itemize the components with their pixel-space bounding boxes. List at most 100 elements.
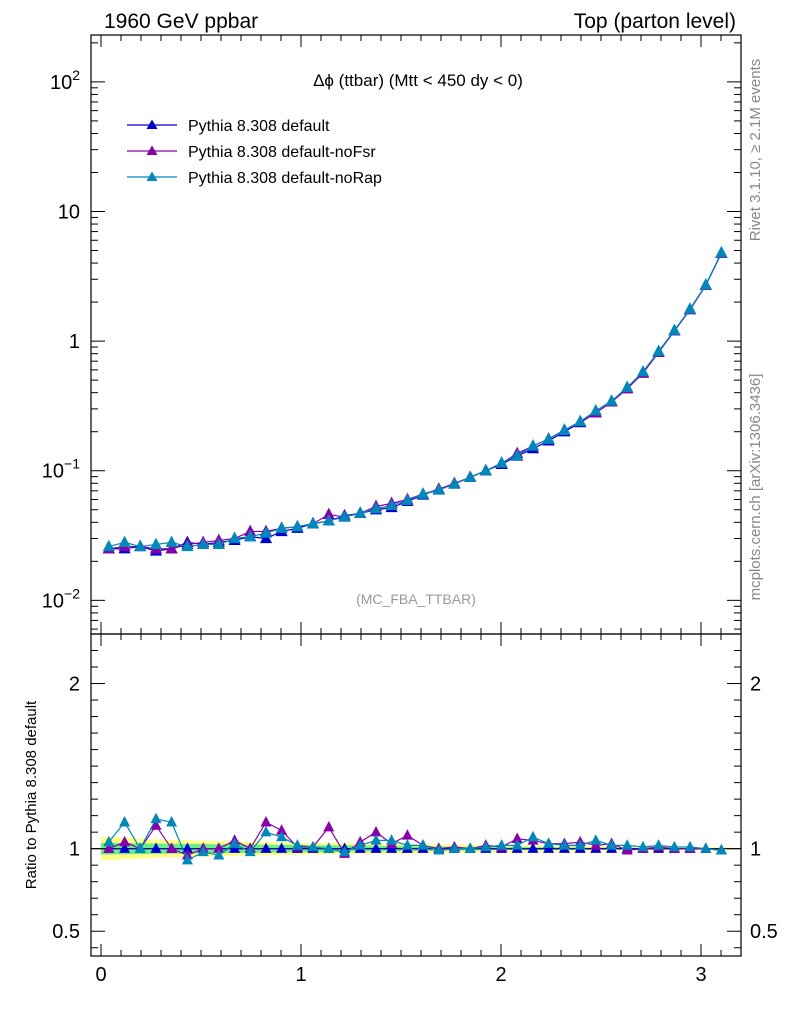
data-point xyxy=(495,456,508,468)
rivet-label: Rivet 3.1.10, ≥ 2.1M events xyxy=(747,59,764,242)
ratio-tick-label-left: 0.5 xyxy=(52,921,80,943)
ratio-line-2 xyxy=(108,818,722,862)
legend: Pythia 8.308 default Pythia 8.308 defaul… xyxy=(127,118,382,187)
legend-label-default: Pythia 8.308 default xyxy=(188,118,330,135)
series-line-1 xyxy=(108,253,722,550)
data-point xyxy=(668,323,681,336)
ratio-tick-label-right: 1 xyxy=(750,839,761,861)
ratio-point xyxy=(621,839,633,850)
ratio-point xyxy=(653,839,665,850)
data-point xyxy=(165,541,178,554)
ratio-point xyxy=(291,839,303,850)
legend-label-norap: Pythia 8.308 default-noRap xyxy=(188,170,382,187)
data-point xyxy=(683,302,697,314)
data-point xyxy=(511,448,524,461)
mcplots-label: mcplots.cern.ch [arXiv:1306.3436] xyxy=(747,374,764,601)
ratio-point xyxy=(260,825,272,837)
legend-marker-norap xyxy=(146,171,158,181)
ratio-point xyxy=(558,839,570,850)
ratio-point xyxy=(260,842,272,853)
ratio-point xyxy=(276,842,288,853)
data-point xyxy=(589,403,602,416)
ratio-point xyxy=(417,839,429,850)
data-point xyxy=(197,537,210,550)
ratio-point xyxy=(213,842,225,853)
ratio-point xyxy=(181,854,193,865)
ratio-point xyxy=(527,830,539,842)
data-point xyxy=(228,531,241,544)
ratio-point xyxy=(150,842,162,853)
data-point xyxy=(464,470,477,482)
legend-entry-norap: Pythia 8.308 default-noRap xyxy=(127,170,382,187)
ratio-point xyxy=(244,845,256,857)
ratio-tick-label-right: 0.5 xyxy=(750,921,778,943)
data-point xyxy=(212,537,225,550)
data-point xyxy=(479,463,492,476)
header-left: 1960 GeV ppbar xyxy=(104,10,258,33)
ratio-point xyxy=(276,824,288,835)
series-0 xyxy=(102,245,728,556)
data-point xyxy=(432,483,445,495)
data-point xyxy=(259,526,273,538)
ratio-line-1 xyxy=(108,821,722,856)
ratio-point xyxy=(496,839,508,850)
ratio-point xyxy=(197,845,209,857)
series-line-0 xyxy=(108,252,722,552)
data-point xyxy=(354,506,367,518)
data-point xyxy=(605,394,618,406)
data-point xyxy=(102,539,115,552)
ratio-tick-label-left: 2 xyxy=(69,674,80,696)
ratio-point xyxy=(150,819,162,830)
ratio-point xyxy=(370,842,382,853)
ratio-point xyxy=(464,842,476,853)
data-point xyxy=(699,277,712,290)
ratio-point xyxy=(166,842,178,853)
data-point xyxy=(715,245,728,258)
ratio-ylabel: Ratio to Pythia 8.308 default xyxy=(23,700,40,889)
data-point xyxy=(558,423,571,435)
ratio-point xyxy=(229,837,241,848)
x-tick-label: 2 xyxy=(495,964,506,986)
ratio-point xyxy=(527,842,539,853)
x-tick-label: 0 xyxy=(95,964,106,986)
ratio-point xyxy=(354,839,366,850)
data-point xyxy=(448,477,461,489)
data-point xyxy=(291,519,304,532)
chart-title: Δϕ (ttbar) (Mtt < 450 dy < 0) xyxy=(313,71,523,90)
header-right: Top (parton level) xyxy=(574,10,736,33)
ratio-point xyxy=(668,840,680,852)
ratio-point xyxy=(119,842,131,853)
data-point xyxy=(369,501,383,514)
tick-labels: 0 1 2 3 10−2 10−1 1 10 102 0.5 0.5 1 1 2 2 xyxy=(42,67,778,986)
data-point xyxy=(322,514,335,526)
ratio-point xyxy=(511,832,523,843)
axis-ticks xyxy=(91,35,742,956)
legend-marker-default xyxy=(146,119,158,129)
ratio-tick-label-left: 1 xyxy=(69,839,80,861)
y-tick-label: 10−1 xyxy=(42,456,80,483)
x-tick-label: 3 xyxy=(695,964,706,986)
ratio-point xyxy=(213,849,225,860)
data-point xyxy=(118,535,131,548)
data-point xyxy=(385,498,398,511)
data-point xyxy=(306,516,320,529)
ratio-point xyxy=(166,816,178,827)
ratio-point xyxy=(637,840,649,852)
legend-entry-nofsr: Pythia 8.308 default-noFsr xyxy=(127,144,376,161)
series-line-2 xyxy=(108,252,722,548)
ratio-point xyxy=(307,840,319,852)
ratio-point xyxy=(134,842,146,853)
series-layer xyxy=(102,245,728,556)
data-point xyxy=(401,493,414,506)
y-tick-label: 1 xyxy=(69,331,80,353)
ratio-point xyxy=(181,842,193,853)
ratio-point xyxy=(370,834,382,845)
analysis-tag: (MC_FBA_TTBAR) xyxy=(356,591,476,607)
ratio-point xyxy=(260,816,272,827)
data-point xyxy=(636,364,650,377)
data-point xyxy=(322,507,335,520)
ratio-point xyxy=(448,842,460,853)
ratio-tick-label-right: 2 xyxy=(750,674,761,696)
data-point xyxy=(542,432,555,444)
